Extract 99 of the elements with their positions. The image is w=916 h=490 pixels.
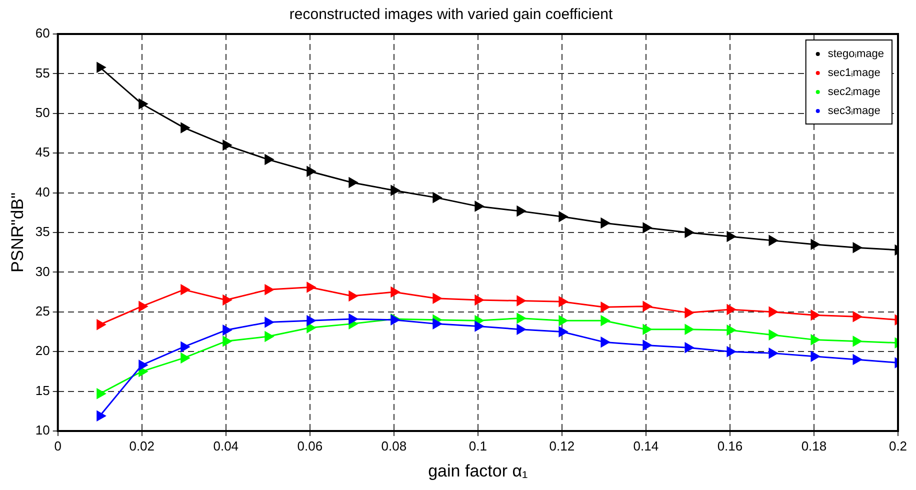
x-tick-label: 0.12 (549, 438, 575, 454)
y-tick-label: 55 (35, 65, 50, 80)
point (138, 360, 148, 370)
point (684, 308, 694, 318)
legend-label: stegoᵢmage (828, 48, 884, 60)
point (852, 312, 862, 322)
point (264, 284, 274, 295)
point (180, 342, 190, 352)
point (432, 192, 442, 203)
point (348, 290, 358, 302)
y-axis-title: PSNR"dB" (8, 192, 27, 273)
point (474, 321, 484, 332)
legend-label: sec3ᵢmage (828, 105, 880, 118)
y-tick-label: 50 (35, 104, 50, 120)
point (306, 166, 316, 176)
chart-title: reconstructed images with varied gain coefficient (289, 6, 614, 24)
point (768, 330, 778, 340)
point (726, 346, 736, 357)
point (768, 348, 778, 358)
point (96, 388, 106, 399)
point (558, 212, 568, 222)
point (348, 314, 358, 324)
x-tick-label: 0.14 (633, 438, 659, 454)
point (222, 336, 232, 346)
y-tick-label: 15 (35, 382, 50, 398)
point (810, 334, 820, 345)
x-tick-label: 0 (54, 438, 62, 454)
point (138, 301, 148, 312)
point (516, 324, 526, 334)
point (558, 326, 568, 337)
x-tick-label: 0.06 (297, 438, 323, 454)
point (474, 294, 484, 306)
point (852, 336, 862, 346)
point (516, 296, 526, 306)
point (306, 322, 316, 333)
point (684, 342, 694, 353)
point (810, 351, 820, 362)
point (96, 320, 106, 330)
point (222, 140, 232, 150)
point (852, 242, 862, 253)
point (432, 293, 442, 304)
x-tick-label: 0.08 (381, 438, 407, 454)
point (810, 239, 820, 250)
point (600, 218, 610, 228)
y-tick-label: 35 (35, 224, 50, 240)
x-tick-label: 0.2 (888, 438, 908, 454)
point (810, 310, 820, 320)
x-tick-label: 0.02 (129, 438, 155, 454)
point (474, 201, 484, 212)
x-axis-title: gain factor α₁ (428, 461, 528, 480)
point (96, 62, 106, 72)
x-tick-label: 0.1 (468, 438, 487, 454)
point (726, 325, 736, 336)
point (642, 301, 652, 312)
point (348, 177, 358, 188)
point (264, 331, 274, 342)
point (222, 325, 232, 336)
point (558, 316, 568, 326)
point (642, 340, 652, 350)
x-tick-label: 0.16 (717, 438, 743, 454)
y-tick-label: 60 (35, 26, 50, 41)
x-tick-label: 0.04 (213, 438, 239, 454)
y-tick-label: 45 (35, 144, 50, 160)
point (600, 302, 610, 312)
point (768, 306, 778, 317)
point (390, 286, 400, 298)
point (684, 227, 694, 238)
x-tick-label: 0.18 (801, 438, 827, 454)
point (726, 231, 736, 242)
point (264, 154, 274, 165)
point (306, 282, 316, 292)
legend-label: sec1ᵢmage (828, 67, 880, 80)
point (264, 317, 274, 328)
point (516, 313, 526, 324)
y-tick-label: 10 (35, 422, 50, 438)
point (516, 206, 526, 216)
point (432, 318, 442, 329)
point (222, 294, 232, 306)
y-tick-label: 40 (35, 184, 50, 200)
point (96, 410, 106, 421)
point (180, 122, 190, 133)
point (390, 185, 400, 196)
point (642, 324, 652, 334)
y-tick-label: 20 (35, 343, 50, 358)
point (726, 304, 736, 315)
point (180, 284, 190, 295)
point (684, 324, 694, 334)
point (138, 98, 148, 109)
y-tick-label: 30 (35, 264, 50, 279)
y-tick-label: 25 (35, 303, 50, 318)
point (642, 222, 652, 233)
point (600, 336, 610, 348)
point (558, 296, 568, 307)
legend-label: sec2ᵢmage (828, 86, 880, 98)
point (768, 235, 778, 246)
point (180, 352, 190, 364)
point (600, 316, 610, 326)
point (306, 316, 316, 326)
point (852, 354, 862, 365)
